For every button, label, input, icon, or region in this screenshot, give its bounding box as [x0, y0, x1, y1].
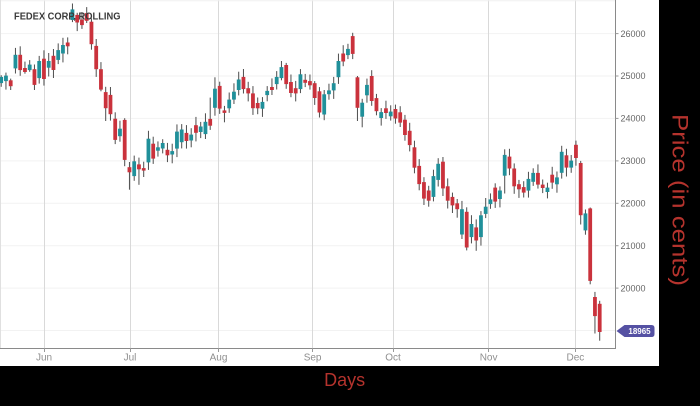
svg-text:Sep: Sep: [304, 353, 322, 364]
svg-text:Oct: Oct: [385, 353, 401, 364]
svg-text:23000: 23000: [621, 156, 646, 166]
svg-text:Price (in cents): Price (in cents): [668, 114, 693, 286]
svg-text:Dec: Dec: [567, 353, 585, 364]
svg-text:20000: 20000: [621, 283, 646, 293]
svg-text:Jul: Jul: [124, 353, 137, 364]
svg-text:25000: 25000: [621, 71, 646, 81]
svg-text:24000: 24000: [621, 114, 646, 124]
svg-text:Aug: Aug: [210, 353, 228, 364]
svg-text:21000: 21000: [621, 241, 646, 251]
svg-text:Jun: Jun: [36, 353, 52, 364]
svg-text:22000: 22000: [621, 199, 646, 209]
svg-text:Nov: Nov: [480, 353, 498, 364]
svg-text:26000: 26000: [621, 29, 646, 39]
svg-text:18965: 18965: [628, 327, 651, 336]
svg-text:FEDEX CORP, ROLLING: FEDEX CORP, ROLLING: [14, 10, 121, 22]
svg-text:Days: Days: [324, 370, 365, 390]
